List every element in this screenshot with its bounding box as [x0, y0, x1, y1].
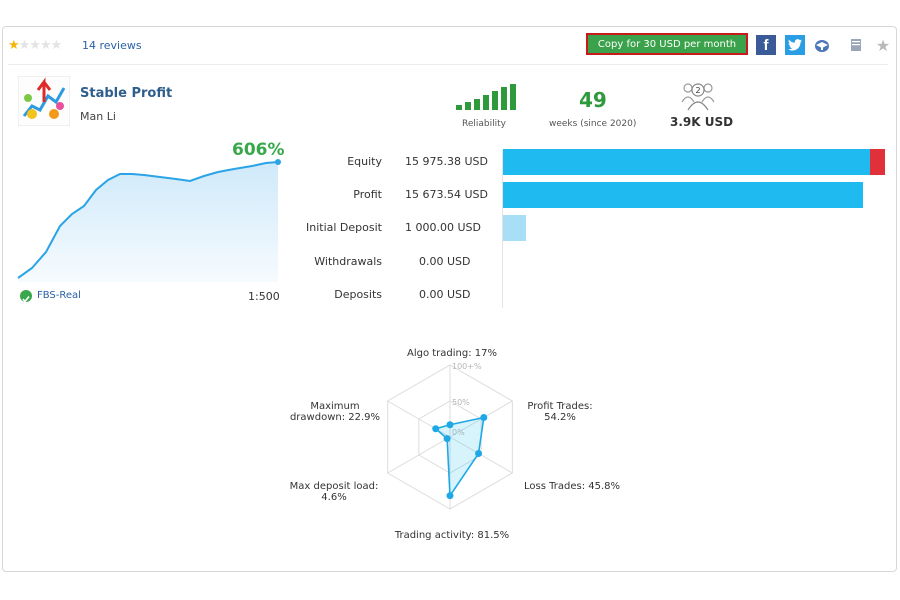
balance-label: Initial Deposit: [306, 221, 382, 234]
leverage-value: 1:500: [248, 290, 280, 303]
radar-axis-label: Algo trading: 17%: [406, 348, 498, 359]
balance-value: 1 000.00 USD: [405, 221, 481, 234]
growth-value: 606%: [232, 140, 285, 160]
equity-drawdown-bar: [870, 149, 885, 175]
signal-avatar: [17, 75, 71, 127]
verified-check-icon: [20, 290, 32, 303]
balance-value: 0.00 USD: [419, 255, 471, 268]
star-empty-icon: ★★★★: [18, 38, 63, 53]
rating-stars[interactable]: ★★★★★: [8, 38, 63, 53]
subscribers-count: 2: [695, 86, 700, 95]
graduation-cap-icon[interactable]: [812, 35, 832, 55]
growth-area: [18, 162, 278, 282]
balance-row-withdrawals: Withdrawals 0.00 USD: [290, 249, 890, 275]
signal-author[interactable]: Man Li: [80, 110, 116, 123]
radar-point: [475, 449, 483, 457]
radar-scale-label: 50%: [452, 398, 470, 407]
balance-value: 0.00 USD: [419, 288, 471, 301]
growth-endpoint: [275, 159, 281, 165]
twitter-icon[interactable]: [785, 35, 805, 55]
radar-point: [446, 421, 454, 429]
balance-label: Profit: [353, 188, 382, 201]
reviews-link[interactable]: 14 reviews: [82, 39, 142, 52]
reliability-label: Reliability: [462, 119, 506, 129]
growth-chart[interactable]: [14, 150, 284, 282]
radar-chart: 100+% 50% 0%: [387, 362, 513, 510]
balance-row-equity: Equity 15 975.38 USD: [290, 149, 890, 175]
radar-point: [480, 413, 488, 421]
broker-link[interactable]: FBS-Real: [37, 290, 81, 301]
radar-axis-label: Trading activity: 81.5%: [394, 530, 510, 541]
balance-label: Deposits: [334, 288, 382, 301]
bars-axis: [502, 150, 503, 308]
growth-line: [17, 161, 279, 279]
radar-point: [432, 425, 440, 433]
weeks-label: weeks (since 2020): [549, 119, 637, 129]
header-divider: [8, 64, 888, 65]
balance-value: 15 673.54 USD: [405, 188, 488, 201]
radar-point: [446, 492, 454, 500]
balance-bar: [503, 182, 863, 208]
radar-axis-label: Profit Trades: 54.2%: [527, 401, 593, 423]
radar-axis-label: Max deposit load: 4.6%: [289, 481, 379, 503]
subscribers-icon: 2: [680, 80, 716, 116]
weeks-value: 49: [579, 88, 607, 112]
balance-row-deposits: Deposits 0.00 USD: [290, 282, 890, 308]
balance-row-initial-deposit: Initial Deposit 1 000.00 USD: [290, 215, 890, 241]
radar-point: [443, 435, 451, 443]
balance-bar: [503, 149, 870, 175]
copy-signal-button[interactable]: Copy for 30 USD per month: [586, 33, 748, 55]
radar-spoke: [387, 400, 451, 438]
signal-title[interactable]: Stable Profit: [80, 86, 173, 101]
reliability-bars-icon: [456, 84, 520, 114]
book-icon[interactable]: [846, 35, 866, 55]
radar-scale-label: 0%: [452, 428, 465, 437]
funds-value: 3.9K USD: [670, 115, 734, 129]
balance-label: Equity: [347, 155, 382, 168]
radar-spoke: [387, 436, 451, 474]
radar-scale-label: 100+%: [452, 362, 482, 371]
radar-data-area: [434, 416, 485, 499]
star-filled-icon: ★: [8, 38, 20, 53]
radar-axis-label: Maximum drawdown: 22.9%: [289, 401, 381, 423]
balance-row-profit: Profit 15 673.54 USD: [290, 182, 890, 208]
balance-bar: [503, 215, 526, 241]
radar-axis-label: Loss Trades: 45.8%: [523, 481, 621, 492]
facebook-icon[interactable]: f: [756, 35, 776, 55]
balance-value: 15 975.38 USD: [405, 155, 488, 168]
star-icon[interactable]: ★: [875, 35, 891, 55]
balance-label: Withdrawals: [314, 255, 382, 268]
